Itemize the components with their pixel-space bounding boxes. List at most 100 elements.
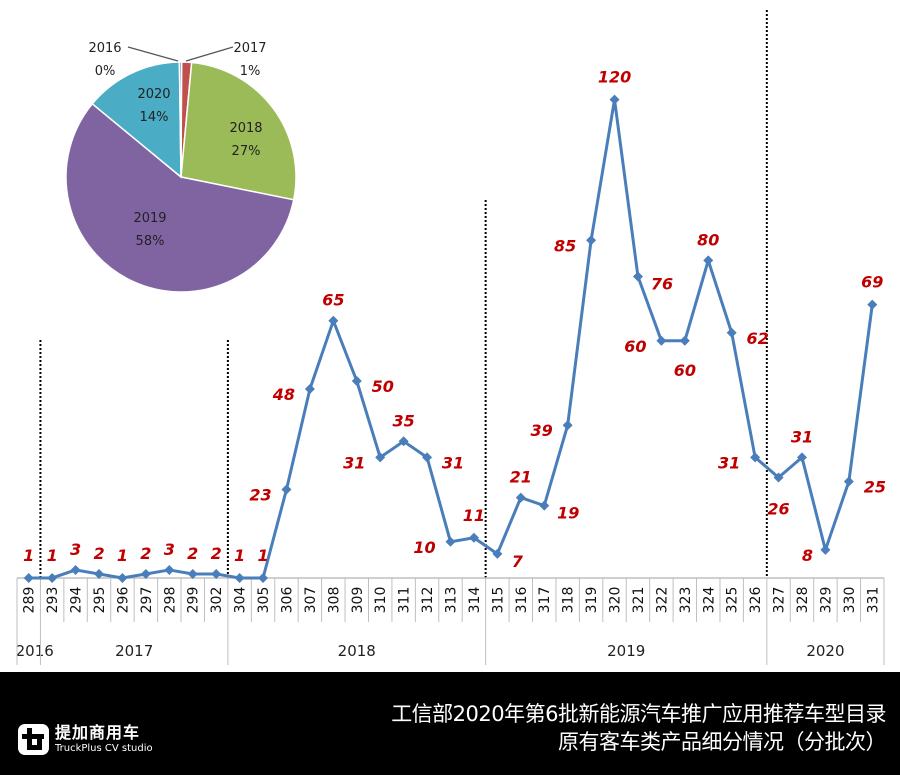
x-tick-label: 296 — [115, 587, 131, 614]
pie-label-year: 2017 — [233, 41, 266, 56]
x-tick-label: 327 — [772, 587, 788, 614]
data-point-marker — [492, 548, 503, 559]
pie-slice-2016 — [178, 61, 183, 178]
pie-label-percent: 14% — [140, 110, 169, 125]
x-tick-label: 326 — [748, 587, 764, 614]
data-label: 31 — [791, 427, 813, 446]
data-point-marker — [351, 376, 362, 386]
group-label-2019: 2019 — [607, 642, 645, 660]
x-tick-label: 315 — [490, 587, 506, 614]
x-tick-label: 317 — [537, 587, 553, 614]
truckplus-logo-icon — [18, 724, 49, 755]
group-label-2017: 2017 — [115, 642, 153, 660]
x-tick-label: 311 — [397, 587, 413, 614]
data-point-marker — [187, 568, 198, 579]
data-label: 2 — [187, 544, 198, 563]
data-label: 80 — [697, 230, 719, 249]
data-point-marker — [281, 484, 292, 495]
pie-label-percent: 0% — [95, 64, 116, 79]
data-point-marker — [609, 94, 620, 105]
data-label: 85 — [554, 236, 576, 255]
data-label: 19 — [557, 504, 579, 523]
data-point-marker — [843, 476, 854, 487]
data-label: 120 — [598, 68, 631, 87]
pie-label-year: 2019 — [133, 211, 166, 226]
x-tick-label: 306 — [279, 587, 295, 614]
pie-label-percent: 27% — [232, 144, 261, 159]
data-label: 21 — [510, 468, 532, 487]
data-point-marker — [726, 327, 737, 338]
footer-title-line2: 原有客车类产品细分情况（分批次） — [558, 730, 887, 754]
data-label: 2 — [93, 544, 104, 563]
x-tick-label: 299 — [186, 587, 202, 614]
x-tick-label: 305 — [256, 587, 272, 614]
data-label: 39 — [531, 421, 553, 440]
data-point-marker — [632, 271, 643, 282]
data-point-marker — [94, 568, 105, 579]
data-label: 25 — [864, 478, 886, 497]
data-label: 23 — [249, 486, 271, 505]
data-label: 11 — [463, 506, 485, 525]
data-point-marker — [679, 335, 690, 346]
x-tick-label: 289 — [22, 587, 38, 614]
x-tick-label: 316 — [514, 587, 530, 614]
x-tick-label: 297 — [139, 587, 155, 614]
pie-label-percent: 1% — [240, 64, 261, 79]
data-point-marker — [117, 572, 128, 583]
logo-english-name: TruckPlus CV studio — [55, 743, 153, 754]
pie-slice-2020 — [91, 61, 182, 179]
data-label: 1 — [257, 546, 268, 565]
x-tick-label: 295 — [92, 587, 108, 614]
data-label: 1 — [234, 546, 245, 565]
data-label: 62 — [747, 329, 769, 348]
data-point-marker — [304, 384, 315, 395]
data-label: 76 — [651, 274, 673, 293]
x-tick-label: 331 — [865, 587, 881, 614]
group-label-2018: 2018 — [338, 642, 376, 660]
pie-label-year: 2020 — [137, 87, 170, 102]
footer-title-line1: 工信部2020年第6批新能源汽车推广应用推荐车型目录 — [391, 702, 886, 726]
logo-chinese-name: 提加商用车 — [55, 723, 141, 742]
x-tick-label: 323 — [678, 587, 694, 614]
x-tick-label: 324 — [701, 587, 717, 614]
data-point-marker — [586, 235, 597, 246]
pie-slice-2018 — [180, 61, 297, 201]
pie-chart: 2016 0% 2017 1% 2018 27% 2019 58% 2020 14% — [65, 41, 297, 293]
data-label: 60 — [624, 337, 646, 356]
data-label: 10 — [413, 538, 435, 557]
data-point-marker — [468, 532, 479, 543]
pie-label-year: 2018 — [229, 121, 262, 136]
data-point-marker — [375, 452, 386, 463]
data-point-marker — [234, 572, 245, 583]
x-tick-label: 320 — [608, 587, 624, 614]
data-label: 3 — [70, 540, 81, 559]
pie-label-year: 2016 — [88, 41, 121, 56]
data-label: 8 — [802, 546, 813, 565]
data-point-marker — [70, 564, 81, 575]
data-point-marker — [140, 568, 151, 579]
data-point-marker — [820, 544, 831, 555]
data-point-marker — [539, 500, 550, 511]
logo: 提加商用车 TruckPlus CV studio — [18, 724, 153, 755]
data-point-marker — [796, 452, 807, 463]
x-tick-label: 307 — [303, 587, 319, 614]
data-label: 1 — [117, 546, 128, 565]
data-label: 3 — [164, 540, 175, 559]
pie-label-percent: 58% — [136, 234, 165, 249]
x-axis: 289 293 294 295 296 297 298 299 302 304 305 306 307 3… — [16, 577, 885, 665]
data-point-marker — [562, 420, 573, 431]
data-label: 35 — [393, 411, 415, 430]
data-point-marker — [515, 492, 526, 503]
x-tick-label: 325 — [725, 587, 741, 614]
data-label: 2 — [211, 544, 222, 563]
data-label: 60 — [674, 361, 696, 380]
pie-leader-line-2017 — [185, 46, 234, 62]
data-label: 50 — [372, 377, 394, 396]
footer-banner: 提加商用车 TruckPlus CV studio 工信部2020年第6批新能源… — [0, 672, 900, 775]
year-dividers — [39, 10, 768, 578]
pie-slice-2019 — [65, 102, 295, 293]
data-point-marker — [445, 536, 456, 547]
x-tick-label: 328 — [795, 587, 811, 614]
line-chart: 1 1 3 2 1 2 3 2 2 1 123486550313531101172119398512… — [23, 68, 886, 583]
group-label-2020: 2020 — [806, 642, 844, 660]
